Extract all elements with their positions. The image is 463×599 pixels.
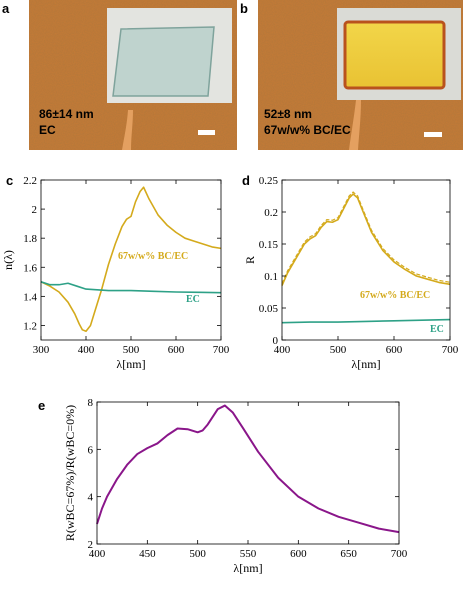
chart-d-plot: 400 500 600 700 0 0.05 0.1 0.15 0.2 0.25 λ[nm] R (243, 175, 459, 371)
y-axis-label-c: n(λ) (1, 250, 15, 270)
panel-a-letter: a (2, 1, 10, 16)
x-tick-label: 700 (213, 344, 230, 356)
scale-bar-a (198, 130, 215, 135)
panel-b: b 52±8 nm 67w/w% BC/EC (240, 0, 463, 150)
x-tick-label: 700 (391, 548, 408, 560)
scale-bar-b (424, 132, 442, 137)
chart-e: e 400 450 500 550 600 650 700 2 4 6 8 λ[nm] R(wBC=67… (38, 397, 408, 575)
series-line-d-1 (281, 193, 451, 286)
chart-c-bc-label: 67w/w% BC/EC (118, 251, 188, 262)
afm-scratch-b (349, 100, 361, 150)
x-axis-label-d: λ[nm] (351, 357, 380, 371)
y-tick-label: 1.6 (23, 262, 37, 274)
material-label-a: EC (39, 123, 56, 137)
y-tick-label: 0.15 (259, 239, 279, 251)
y-tick-label: 1.8 (23, 233, 37, 245)
thickness-label-b: 52±8 nm (264, 107, 312, 121)
y-axis-label-d: R (243, 256, 257, 264)
x-tick-label: 700 (442, 344, 459, 356)
material-label-b: 67w/w% BC/EC (264, 123, 351, 137)
chart-c-ec-label: EC (186, 294, 200, 305)
x-tick-label: 500 (189, 548, 206, 560)
x-tick-label: 650 (340, 548, 357, 560)
chart-c-plot: 300 400 500 600 700 1.2 1.4 1.6 1.8 2 2.2 λ[nm] n(λ) (1, 175, 230, 371)
bc-ec-film-sample (343, 20, 446, 90)
series-line-d-2 (281, 318, 451, 324)
x-tick-label: 600 (386, 344, 403, 356)
series-line-d-1-dashed (281, 191, 451, 284)
y-tick-label: 2.2 (23, 175, 37, 187)
y-axis-label-e: R(wBC=67%)/R(wBC=0%) (63, 405, 77, 541)
x-tick-label: 400 (274, 344, 291, 356)
y-tick-label: 0.25 (259, 175, 279, 187)
thickness-label-a: 86±14 nm (39, 107, 94, 121)
x-tick-label: 300 (33, 344, 50, 356)
x-tick-label: 450 (139, 548, 156, 560)
series-line-c-1 (40, 186, 222, 333)
x-tick-label: 600 (168, 344, 185, 356)
chart-c: c 300 400 500 600 700 1.2 1.4 1.6 1.8 2 2.2 λ[nm] n(… (1, 173, 230, 371)
y-tick-label: 0.1 (264, 271, 278, 283)
panel-d-letter: d (242, 173, 250, 188)
chart-d-ec-label: EC (430, 324, 444, 335)
x-tick-label: 400 (78, 344, 95, 356)
y-tick-label: 0.2 (264, 207, 278, 219)
x-axis-label-c: λ[nm] (116, 357, 145, 371)
x-tick-label: 500 (330, 344, 347, 356)
y-tick-label: 8 (88, 397, 94, 409)
y-tick-label: 2 (88, 539, 94, 551)
afm-scratch-a (122, 110, 133, 150)
panel-c-letter: c (6, 173, 13, 188)
panel-e-letter: e (38, 398, 45, 413)
chart-d: d 400 500 600 70000.050.10.150.20.25λ[nm]R … (242, 173, 459, 371)
chart-d-bc-label: 67w/w% BC/EC (360, 290, 430, 301)
y-tick-label: 0.05 (259, 303, 279, 315)
ec-film-sample (112, 26, 215, 97)
x-tick-label: 600 (290, 548, 307, 560)
y-tick-label: 1.2 (23, 320, 37, 332)
y-tick-label: 2 (32, 204, 38, 216)
x-tick-label: 400 (89, 548, 106, 560)
x-tick-label: 550 (240, 548, 257, 560)
y-tick-label: 6 (88, 444, 94, 456)
panel-b-letter: b (240, 1, 248, 16)
series-line-e-1 (96, 404, 400, 534)
panel-a: a 86±14 nm EC (2, 0, 237, 150)
y-tick-label: 1.4 (23, 291, 37, 303)
axes-frame-d (281, 179, 451, 341)
series-line-c-2 (40, 281, 222, 294)
y-tick-label: 4 (88, 492, 94, 504)
y-tick-label: 0 (273, 335, 279, 347)
x-axis-label-e: λ[nm] (233, 561, 262, 575)
axes-frame-e (96, 401, 400, 545)
chart-e-plot: 400 450 500 550 600 650 700 2 4 6 8 λ[nm] R(wBC=67%)… (63, 397, 408, 575)
x-tick-label: 500 (123, 344, 140, 356)
